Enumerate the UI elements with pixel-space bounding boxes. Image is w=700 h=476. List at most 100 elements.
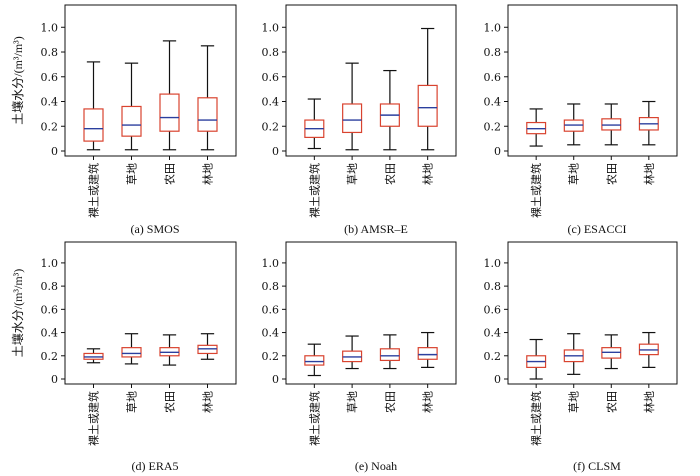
iqr-box [197, 97, 218, 132]
category-label: 林地 [421, 163, 435, 185]
category-label: 裸土或建筑 [87, 391, 101, 446]
box-1 [83, 348, 104, 364]
y-tick-label: 0.6 [484, 303, 502, 316]
panel-2: 0 0.2 0.4 0.6 0.8 1.0 裸土或建筑 草地 农田 林地 (b) AMSR–E [262, 4, 457, 236]
category-label: 裸土或建筑 [529, 163, 543, 218]
box-1 [526, 338, 547, 380]
y-tick-label: 0 [51, 145, 58, 158]
plot-frame [285, 241, 457, 385]
box-3 [379, 334, 400, 370]
panel-caption: (a) SMOS [130, 222, 179, 236]
panel-1: 0 0.2 0.4 0.6 0.8 1.0 裸土或建筑 草地 农田 林地 (a) SMOS 土壤水分/… [10, 4, 237, 236]
box-2 [121, 62, 142, 151]
y-tick-label: 0 [272, 373, 279, 386]
panel-5: 0 0.2 0.4 0.6 0.8 1.0 裸土或建筑 草地 农田 林地 (e) Noah [262, 241, 457, 473]
y-tick-label: 0 [494, 145, 501, 158]
y-tick-label: 0.8 [262, 280, 280, 293]
iqr-box [379, 348, 400, 362]
box-3 [159, 40, 180, 151]
plot-frame [285, 4, 457, 157]
y-tick-label: 0.8 [41, 46, 59, 59]
y-tick-label: 1.0 [262, 257, 280, 270]
y-axis-label: 土壤水分/(m³/m³) [10, 36, 25, 125]
category-label: 裸土或建筑 [529, 391, 543, 446]
category-label: 农田 [604, 391, 618, 413]
category-label: 农田 [163, 163, 177, 185]
category-label: 农田 [163, 391, 177, 413]
box-4 [197, 45, 218, 151]
category-label: 农田 [383, 391, 397, 413]
box-3 [159, 334, 180, 366]
iqr-box [304, 355, 325, 366]
panel-caption: (e) Noah [355, 459, 397, 473]
box-3 [601, 103, 622, 146]
box-4 [417, 331, 438, 368]
box-3 [601, 334, 622, 370]
y-tick-label: 0.8 [41, 280, 59, 293]
y-tick-label: 0.2 [262, 350, 280, 363]
y-tick-label: 0.6 [484, 71, 502, 84]
y-tick-label: 1.0 [484, 21, 502, 34]
iqr-box [417, 347, 438, 360]
box-2 [342, 335, 363, 370]
category-label: 裸土或建筑 [307, 391, 321, 446]
y-tick-label: 0.6 [41, 71, 59, 84]
y-tick-label: 0.6 [41, 303, 59, 316]
y-tick-label: 1.0 [484, 257, 502, 270]
y-tick-label: 0.4 [262, 96, 280, 109]
category-label: 林地 [642, 163, 656, 185]
category-label: 林地 [421, 391, 435, 413]
category-label: 林地 [201, 391, 215, 413]
y-tick-label: 0.4 [262, 327, 280, 340]
plot-frame [507, 241, 678, 385]
box-1 [83, 61, 104, 151]
y-tick-label: 0.2 [41, 120, 59, 133]
y-tick-label: 0.8 [484, 46, 502, 59]
panel-6: 0 0.2 0.4 0.6 0.8 1.0 裸土或建筑 草地 农田 林地 (f) CLSM [484, 241, 678, 473]
box-3 [379, 69, 400, 151]
box-1 [526, 108, 547, 147]
category-label: 林地 [642, 391, 656, 413]
box-1 [304, 343, 325, 377]
iqr-box [417, 84, 438, 127]
category-label: 草地 [568, 163, 581, 185]
box-4 [197, 333, 218, 360]
box-2 [121, 333, 142, 365]
panel-caption: (d) ERA5 [132, 459, 179, 473]
y-axis-label: 土壤水分/(m³/m³) [10, 269, 25, 358]
iqr-box [342, 103, 363, 134]
plot-frame [507, 4, 678, 157]
panel-caption: (c) ESACCI [568, 222, 627, 236]
iqr-box [121, 105, 142, 137]
iqr-box [83, 108, 104, 142]
category-label: 林地 [201, 163, 215, 185]
panel-4: 0 0.2 0.4 0.6 0.8 1.0 裸土或建筑 草地 农田 林地 (d) ERA5 土壤水分/… [10, 241, 237, 473]
plot-frame [64, 4, 237, 157]
box-2 [563, 333, 584, 375]
y-tick-label: 0.4 [484, 96, 502, 109]
category-label: 草地 [346, 163, 359, 185]
y-tick-label: 0.2 [262, 120, 280, 133]
y-tick-label: 0 [494, 373, 501, 386]
y-tick-label: 0.2 [484, 120, 502, 133]
plot-frame [64, 241, 237, 385]
y-tick-label: 1.0 [41, 21, 59, 34]
iqr-box [121, 347, 142, 358]
y-tick-label: 0.4 [41, 327, 59, 340]
category-label: 草地 [126, 163, 139, 185]
y-tick-label: 0.4 [41, 96, 59, 109]
category-label: 裸土或建筑 [307, 163, 321, 218]
y-tick-label: 0.2 [41, 350, 59, 363]
box-2 [563, 103, 584, 146]
category-label: 草地 [568, 391, 581, 413]
y-tick-label: 1.0 [262, 21, 280, 34]
y-tick-label: 0.6 [262, 71, 280, 84]
y-tick-label: 0.8 [262, 46, 280, 59]
category-label: 裸土或建筑 [87, 163, 101, 218]
y-tick-label: 0.6 [262, 303, 280, 316]
category-label: 农田 [383, 163, 397, 185]
panel-3: 0 0.2 0.4 0.6 0.8 1.0 裸土或建筑 草地 农田 林地 (c) ESACCI [484, 4, 678, 236]
category-label: 草地 [126, 391, 139, 413]
y-tick-label: 0.8 [484, 280, 502, 293]
